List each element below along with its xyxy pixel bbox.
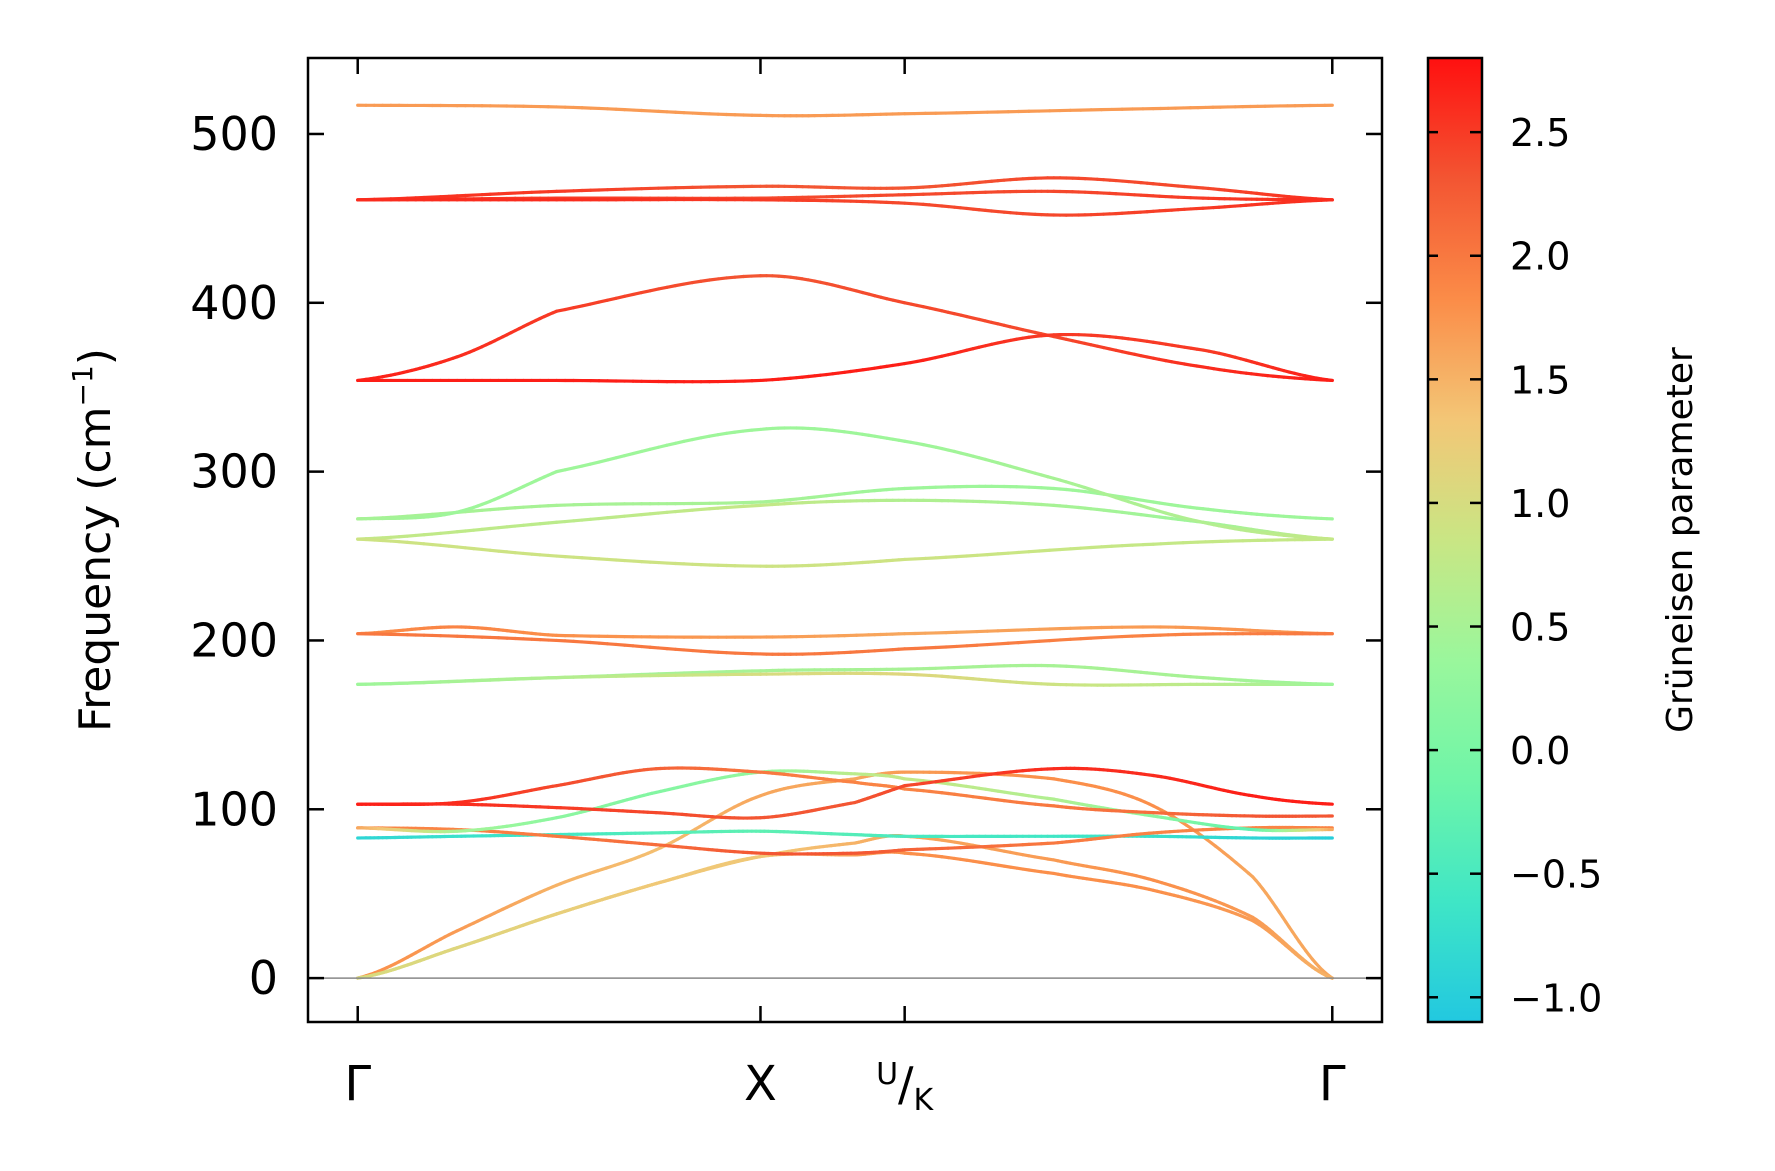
y-axis-label-main: Frequency (cm bbox=[70, 406, 121, 732]
band-segment bbox=[1017, 550, 1031, 555]
band-segment bbox=[923, 556, 938, 561]
band-segment bbox=[954, 554, 969, 559]
y-tick-label: 100 bbox=[190, 782, 278, 836]
band-segment bbox=[1006, 640, 1021, 645]
band-opt-260b bbox=[356, 537, 1334, 568]
band-segment bbox=[1058, 637, 1073, 642]
colorbar-tick-label: −1.0 bbox=[1510, 976, 1602, 1020]
band-segment bbox=[1048, 547, 1062, 552]
band-segment bbox=[1089, 545, 1104, 550]
y-axis: 0 100 200 300 400 500 bbox=[190, 107, 1382, 1005]
y-axis-label-close: ) bbox=[70, 348, 121, 365]
band-opt-103a bbox=[356, 766, 1334, 818]
band-acoustic-2 bbox=[356, 850, 1334, 980]
band-segment bbox=[1037, 548, 1052, 553]
band-segment bbox=[954, 644, 969, 649]
band-segment bbox=[996, 641, 1010, 646]
band-segment bbox=[1027, 549, 1041, 554]
band-opt-517 bbox=[356, 103, 1334, 118]
x-axis: Γ X U/K Γ bbox=[344, 58, 1346, 1118]
x-tick-label: Γ bbox=[1319, 1056, 1346, 1112]
y-axis-label: Frequency (cm−1) bbox=[66, 348, 121, 732]
band-opt-354b bbox=[356, 332, 1334, 384]
band-segment bbox=[1058, 547, 1073, 552]
band-segment bbox=[944, 644, 959, 649]
band-segment bbox=[985, 642, 1000, 647]
band-segment bbox=[1120, 543, 1135, 548]
y-tick-label: 200 bbox=[190, 613, 278, 667]
band-opt-354a bbox=[356, 274, 1334, 383]
band-segment bbox=[1006, 550, 1021, 555]
y-tick-label: 300 bbox=[190, 445, 278, 499]
band-opt-88a bbox=[356, 825, 1334, 856]
y-axis-label-sup: −1 bbox=[66, 365, 99, 406]
x-tick-label: Γ bbox=[344, 1056, 371, 1112]
band-lines bbox=[356, 103, 1334, 980]
y-tick-label: 0 bbox=[249, 951, 278, 1005]
x-tick-label: X bbox=[744, 1056, 777, 1112]
band-segment bbox=[975, 553, 990, 557]
plot-frame bbox=[306, 56, 1384, 1024]
band-segment bbox=[1068, 637, 1083, 641]
colorbar bbox=[1426, 56, 1484, 1024]
band-opt-204a bbox=[356, 625, 1334, 639]
band-opt-204b bbox=[356, 632, 1334, 656]
band-opt-461c bbox=[356, 197, 1334, 217]
band-segment bbox=[1325, 378, 1334, 383]
band-segment bbox=[1089, 635, 1104, 640]
band-acoustic-3 bbox=[356, 833, 1334, 980]
colorbar-tick-label: 0.5 bbox=[1510, 606, 1570, 650]
band-segment bbox=[975, 642, 990, 647]
colorbar-tick-label: 0.0 bbox=[1510, 729, 1570, 773]
band-segment bbox=[985, 552, 1000, 557]
band-segment bbox=[934, 555, 948, 560]
colorbar-tick-label: −0.5 bbox=[1510, 853, 1602, 897]
band-segment bbox=[1068, 546, 1083, 551]
colorbar-tick-label: 2.0 bbox=[1510, 235, 1570, 279]
band-segment bbox=[1099, 544, 1114, 549]
band-opt-461a bbox=[356, 176, 1334, 202]
band-segment bbox=[1079, 545, 1093, 550]
x-tick-label: U/K bbox=[876, 1057, 934, 1118]
band-segment bbox=[965, 553, 979, 558]
colorbar-tick-label: 1.0 bbox=[1510, 482, 1570, 526]
band-segment bbox=[934, 645, 948, 650]
band-segment bbox=[944, 555, 959, 559]
band-segment bbox=[1099, 635, 1114, 640]
y-tick-label: 400 bbox=[190, 276, 278, 330]
y-tick-label: 500 bbox=[190, 107, 278, 161]
band-segment bbox=[1079, 636, 1093, 641]
band-segment bbox=[1048, 638, 1062, 643]
band-opt-174b bbox=[356, 671, 1334, 687]
band-segment bbox=[996, 551, 1010, 556]
band-opt-103b bbox=[356, 766, 1334, 820]
colorbar-tick-label: 1.5 bbox=[1510, 358, 1570, 402]
colorbar-label: Grüneisen parameter bbox=[1660, 347, 1701, 733]
band-segment bbox=[965, 643, 979, 648]
colorbar-tick-label: 2.5 bbox=[1510, 111, 1570, 155]
band-segment bbox=[1110, 544, 1124, 548]
band-segment bbox=[913, 556, 927, 561]
colorbar-ticks: −1.0 −0.5 0.0 0.5 1.0 1.5 2.0 2.5 bbox=[1428, 111, 1602, 1020]
band-opt-272b bbox=[356, 426, 1334, 541]
band-segment bbox=[1027, 639, 1041, 644]
band-segment bbox=[1017, 640, 1031, 645]
band-segment bbox=[1037, 639, 1052, 643]
